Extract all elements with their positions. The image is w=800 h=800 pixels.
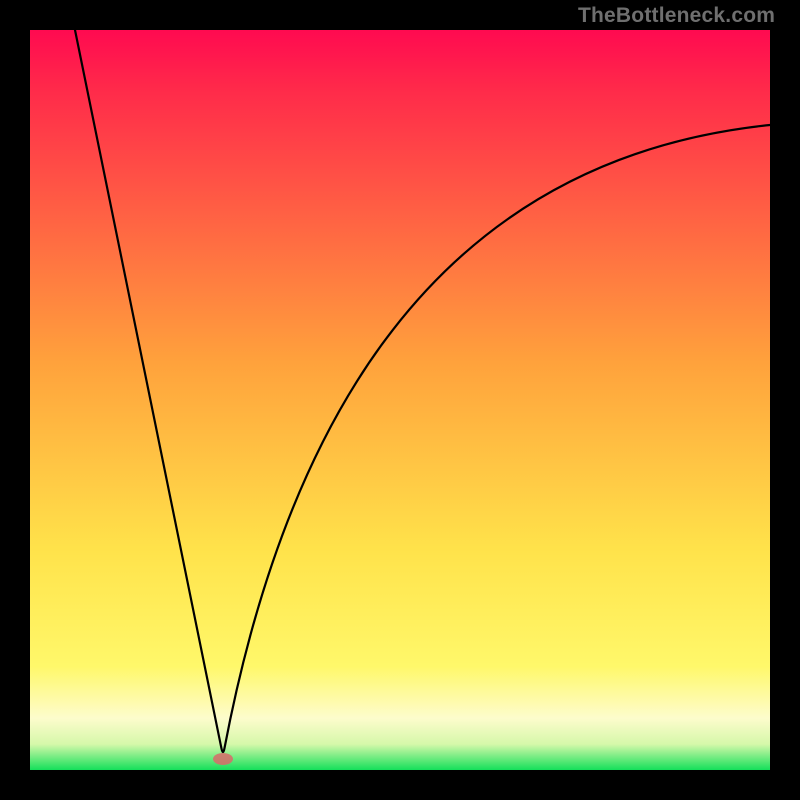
plot-background xyxy=(30,30,770,770)
chart-frame: TheBottleneck.com xyxy=(0,0,800,800)
bottleneck-chart xyxy=(30,30,770,770)
optimal-point-marker xyxy=(213,753,233,765)
watermark-label: TheBottleneck.com xyxy=(578,4,775,28)
